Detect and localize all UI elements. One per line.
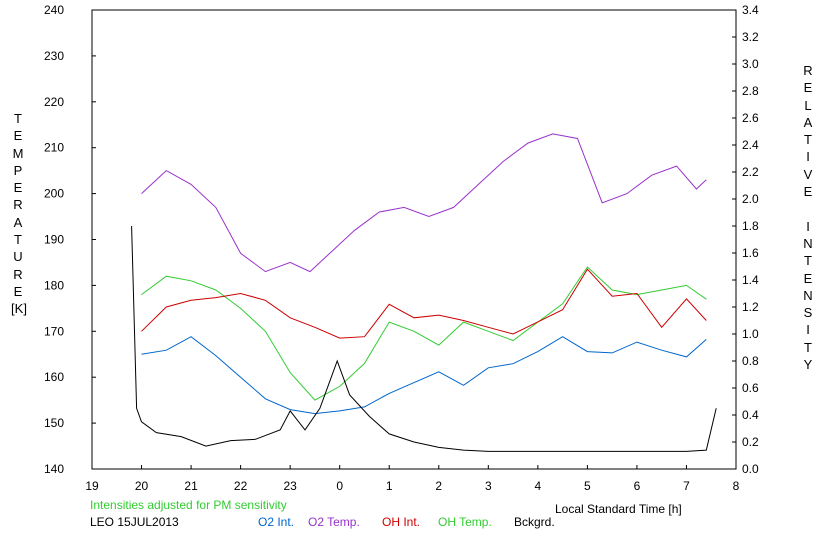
- x-tick-label: 1: [386, 479, 393, 493]
- y-right-tick-label: 3.2: [742, 30, 759, 44]
- series-line-oh-int: [141, 268, 707, 339]
- series-line-o2-int: [141, 336, 707, 415]
- y-right-tick-label: 2.2: [742, 165, 759, 179]
- y-right-tick-label: 1.8: [742, 219, 759, 233]
- legend-oh-temp: OH Temp.: [438, 515, 492, 529]
- legend-oh-int: OH Int.: [382, 515, 421, 529]
- y-left-tick-label: 190: [44, 233, 64, 247]
- y-right-tick-label: 2.6: [742, 111, 759, 125]
- x-tick-label: 3: [485, 479, 492, 493]
- y-right-tick-label: 1.2: [742, 300, 759, 314]
- x-axis-title: Local Standard Time [h]: [555, 502, 682, 516]
- x-tick-label: 19: [85, 479, 99, 493]
- axis-ticks: 19 20 21 22 23 0 1 2 3 4 5 6 7 8140150160170180190200…: [44, 3, 759, 493]
- x-tick-label: 20: [135, 479, 149, 493]
- plot-frame: [91, 9, 737, 470]
- series-line-o2-temp: [141, 133, 707, 273]
- y-right-tick-label: 1.4: [742, 273, 759, 287]
- y-right-tick-label: 3.0: [742, 57, 759, 71]
- y-right-tick-label: 0.0: [742, 462, 759, 476]
- y-right-tick-label: 0.2: [742, 435, 759, 449]
- y-right-tick-label: 1.0: [742, 327, 759, 341]
- x-tick-label: 7: [683, 479, 690, 493]
- y-right-tick-label: 2.8: [742, 84, 759, 98]
- y-right-tick-label: 1.6: [742, 246, 759, 260]
- y-left-tick-label: 200: [44, 187, 64, 201]
- x-tick-label: 0: [336, 479, 343, 493]
- y-left-tick-label: 170: [44, 324, 64, 338]
- y-right-tick-label: 2.4: [742, 138, 759, 152]
- y-right-tick-label: 3.4: [742, 3, 759, 17]
- y-right-tick-label: 2.0: [742, 192, 759, 206]
- series-line-oh-temp: [141, 266, 707, 401]
- x-tick-label: 21: [184, 479, 198, 493]
- y-left-tick-label: 230: [44, 49, 64, 63]
- x-tick-label: 2: [435, 479, 442, 493]
- y-right-tick-label: 0.4: [742, 408, 759, 422]
- x-tick-label: 23: [283, 479, 297, 493]
- y-left-tick-label: 140: [44, 462, 64, 476]
- x-tick-label: 6: [634, 479, 641, 493]
- station-date-label: LEO 15JUL2013: [90, 515, 179, 529]
- x-tick-label: 8: [733, 479, 740, 493]
- x-tick-label: 22: [234, 479, 248, 493]
- legend-o2-temp: O2 Temp.: [308, 515, 360, 529]
- y-left-tick-label: 210: [44, 141, 64, 155]
- pm-sensitivity-note: Intensities adjusted for PM sensitivity: [90, 498, 287, 512]
- y-left-tick-label: 180: [44, 278, 64, 292]
- legend-bckgrd: Bckgrd.: [514, 515, 555, 529]
- series-line-bckgrd: [131, 225, 717, 452]
- x-tick-label: 5: [584, 479, 591, 493]
- y-left-tick-label: 160: [44, 370, 64, 384]
- y-right-tick-label: 0.6: [742, 381, 759, 395]
- series-layer: [131, 133, 717, 452]
- y-left-tick-label: 240: [44, 3, 64, 17]
- y-left-tick-label: 220: [44, 95, 64, 109]
- y-left-tick-label: 150: [44, 416, 64, 430]
- legend-o2-int: O2 Int.: [258, 515, 295, 529]
- x-tick-label: 4: [535, 479, 542, 493]
- y-right-tick-label: 0.8: [742, 354, 759, 368]
- left-axis-unit: [K]: [11, 301, 27, 316]
